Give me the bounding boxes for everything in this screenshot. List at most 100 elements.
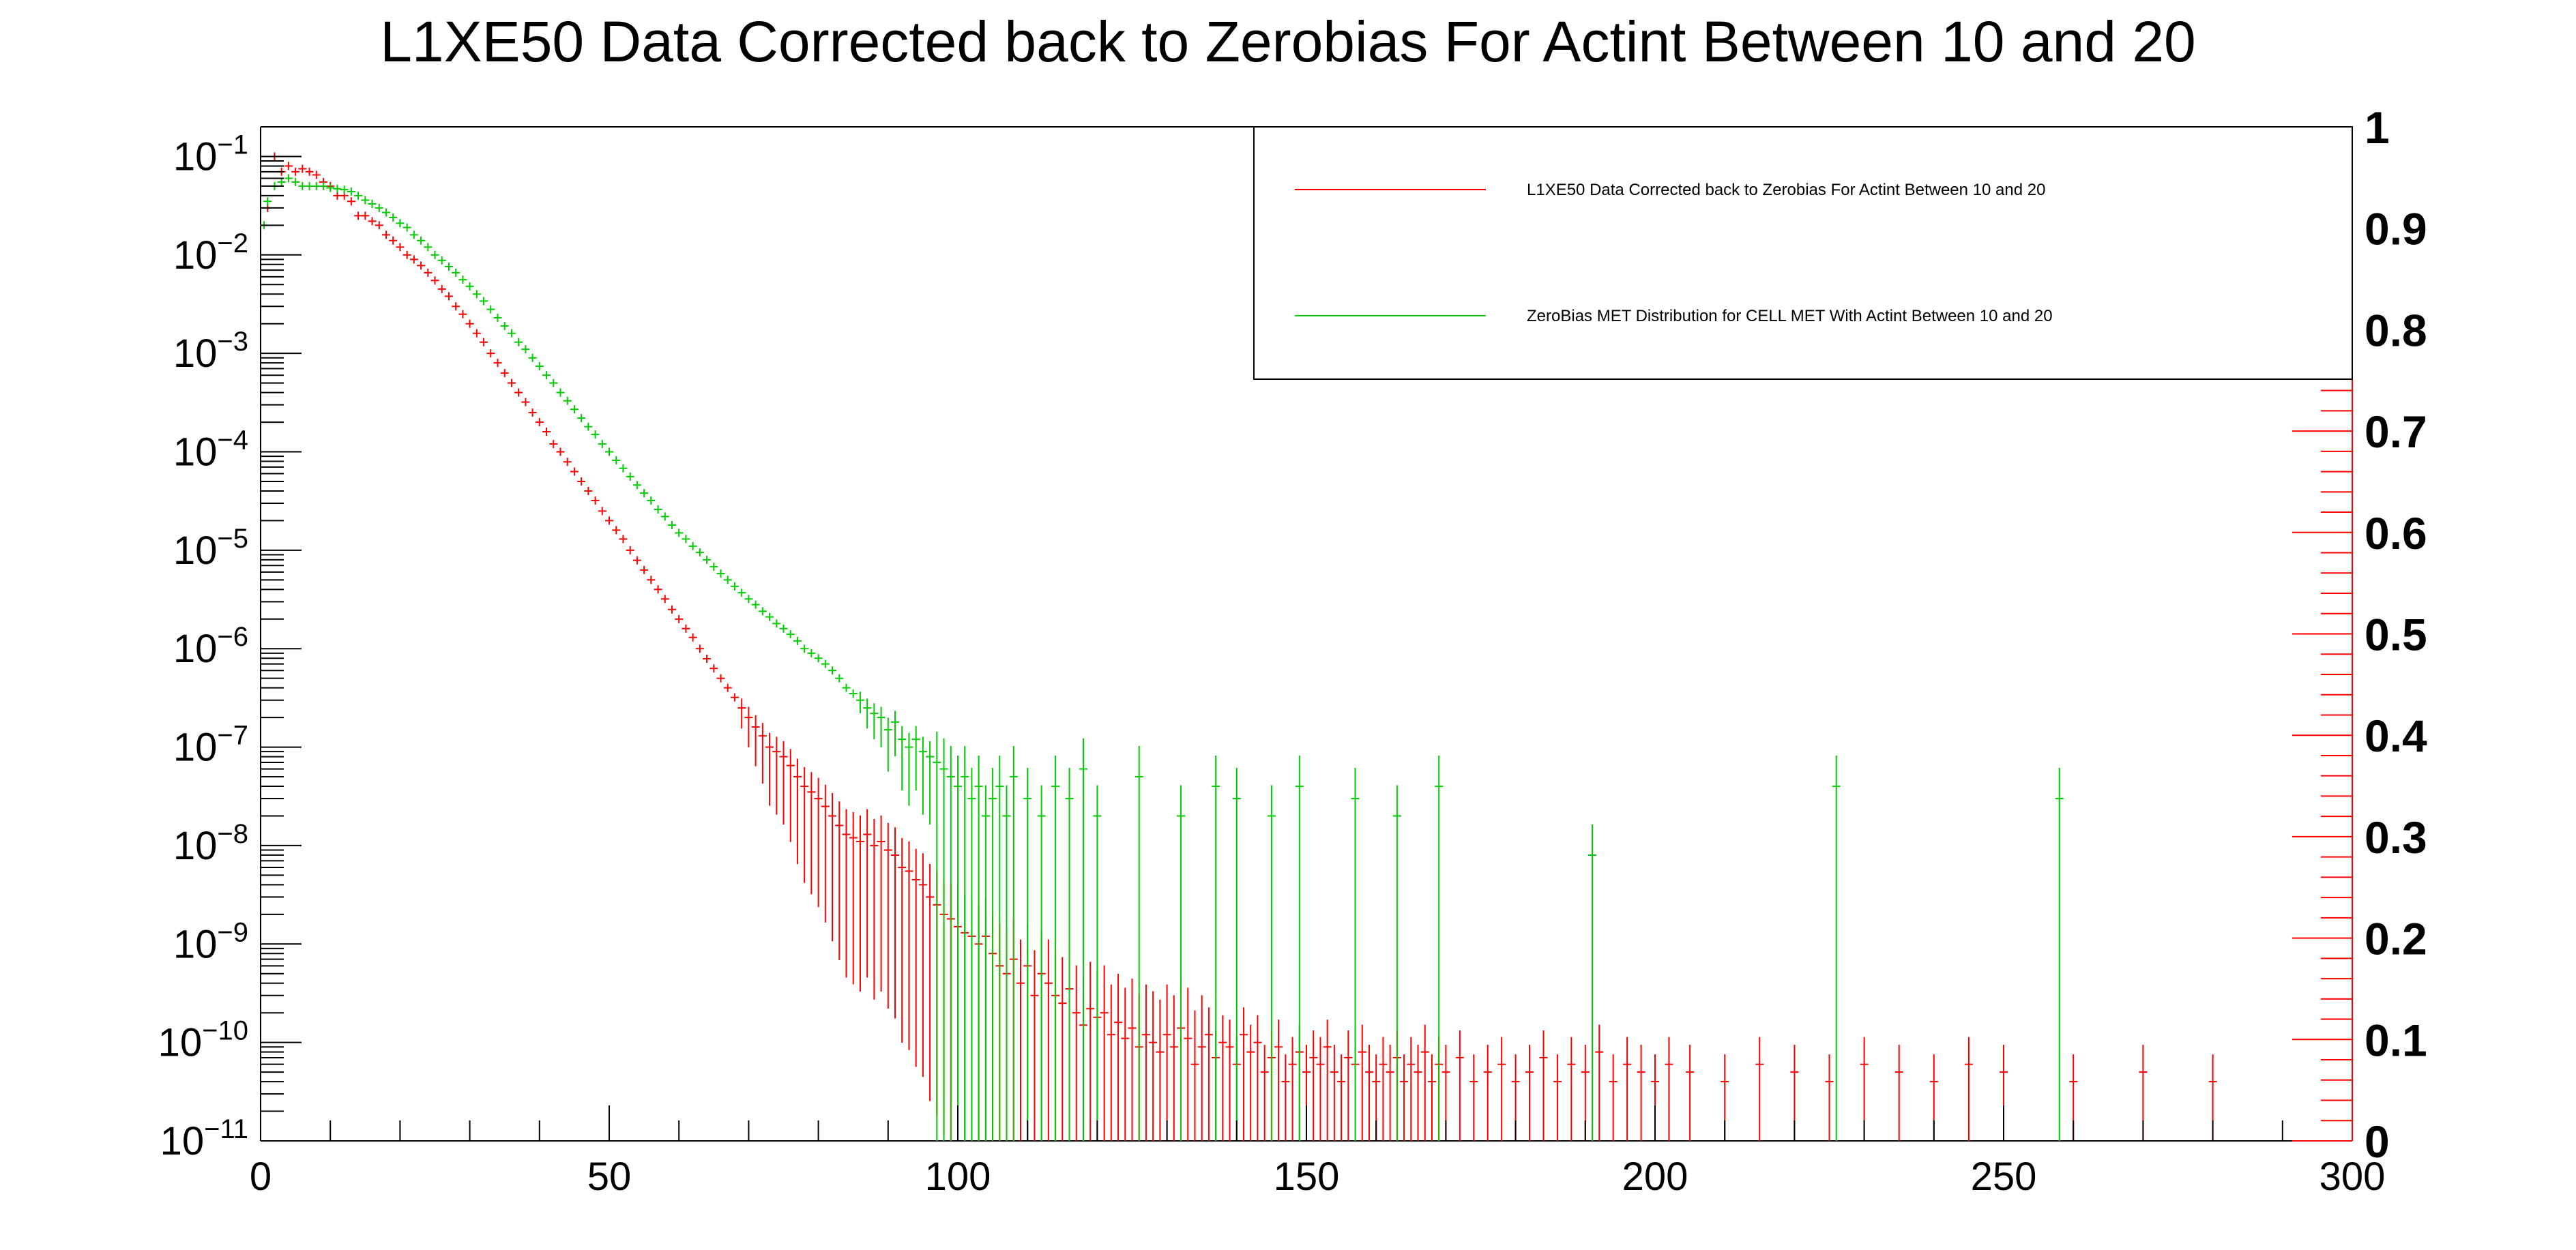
y-tick-label: 10−1 — [173, 130, 248, 179]
data-point — [1232, 768, 1241, 1141]
data-point — [751, 715, 760, 767]
data-point — [1190, 1010, 1199, 1141]
data-point — [424, 243, 433, 252]
data-point — [870, 703, 879, 740]
data-point — [682, 624, 690, 633]
data-point — [1337, 1054, 1346, 1141]
data-point — [1212, 756, 1220, 1141]
data-point — [1364, 1045, 1373, 1141]
x-tick-label: 300 — [2319, 1155, 2386, 1199]
data-point — [1483, 1045, 1492, 1141]
data-point — [619, 535, 628, 544]
data-point — [918, 853, 927, 1077]
data-point — [535, 418, 544, 427]
data-point — [556, 447, 565, 456]
data-point — [549, 440, 558, 449]
data-point — [437, 256, 446, 265]
data-point — [1093, 785, 1102, 1141]
data-point — [1894, 1045, 1903, 1141]
data-point — [1016, 939, 1025, 1141]
data-point — [284, 162, 293, 170]
data-point — [493, 313, 502, 322]
chart-title: L1XE50 Data Corrected back to Zerobias F… — [380, 10, 2196, 74]
data-point — [333, 191, 342, 200]
x-tick-label: 100 — [925, 1155, 991, 1199]
data-point — [640, 565, 649, 574]
data-point — [911, 848, 920, 1067]
data-point — [584, 486, 593, 495]
data-point — [737, 698, 746, 729]
data-point — [305, 167, 314, 176]
data-point — [1204, 1007, 1213, 1141]
data-point — [898, 837, 907, 1043]
data-point — [667, 521, 676, 530]
data-point — [312, 181, 321, 190]
data-point — [842, 683, 851, 692]
data-point — [298, 164, 307, 173]
data-point — [528, 353, 537, 362]
right-tick-label: 0.6 — [2365, 508, 2427, 559]
data-point — [765, 612, 774, 621]
data-point — [703, 655, 712, 664]
data-point — [1455, 1030, 1464, 1141]
data-point — [1358, 1024, 1366, 1141]
x-tick-label: 200 — [1622, 1155, 1688, 1199]
data-point — [1086, 962, 1095, 1141]
data-point — [556, 388, 565, 397]
data-point — [521, 398, 530, 406]
data-point — [291, 177, 300, 186]
y-tick-label: 10−8 — [173, 819, 248, 868]
data-point — [1100, 965, 1109, 1141]
data-point — [751, 600, 760, 609]
data-point — [437, 284, 446, 293]
data-point — [1588, 824, 1597, 1141]
data-point — [1295, 756, 1304, 1141]
right-tick-label: 0.8 — [2365, 305, 2427, 355]
data-point — [828, 792, 837, 942]
data-point — [716, 569, 725, 578]
data-point — [458, 276, 467, 284]
data-point — [954, 756, 962, 1141]
data-point — [1665, 1037, 1673, 1141]
data-point — [2055, 768, 2064, 1141]
data-point — [981, 785, 990, 1141]
y-tick-label: 10−10 — [158, 1016, 248, 1065]
data-point — [1114, 973, 1123, 1141]
data-point — [500, 321, 509, 330]
data-point — [660, 512, 669, 521]
data-point — [430, 250, 439, 259]
data-point — [1281, 1054, 1290, 1141]
data-point — [709, 664, 718, 673]
data-point — [1288, 1037, 1297, 1141]
data-point — [821, 784, 830, 923]
data-point — [1240, 1007, 1248, 1141]
data-point — [989, 768, 997, 1141]
data-point — [779, 741, 788, 825]
data-point — [389, 236, 398, 245]
data-point — [1435, 756, 1444, 1141]
data-point — [946, 746, 955, 1141]
right-y-axis: 1 0.9 0.8 0.7 0.6 0.5 0.4 0.3 0.2 0.1 0 — [2292, 102, 2427, 1167]
data-point — [381, 230, 390, 239]
y-tick-label: 10−5 — [173, 524, 248, 573]
data-point — [333, 184, 342, 193]
data-point — [821, 659, 830, 668]
data-point — [855, 815, 864, 992]
data-point — [1755, 1037, 1764, 1141]
right-tick-label: 0.7 — [2365, 406, 2427, 457]
data-point — [1386, 1045, 1394, 1141]
data-point — [472, 329, 481, 338]
data-point — [1427, 1054, 1436, 1141]
data-point — [409, 230, 418, 239]
data-point — [417, 236, 426, 245]
data-point — [319, 181, 327, 190]
data-point — [1197, 995, 1206, 1141]
data-point — [877, 706, 886, 747]
right-tick-label: 1 — [2365, 102, 2390, 153]
data-point — [521, 345, 530, 354]
data-point — [654, 585, 662, 594]
data-point — [1316, 1037, 1325, 1141]
data-point — [626, 472, 634, 481]
left-y-axis: 10−1 10−2 10−3 10−4 10−5 10−6 10−7 10−8 10−9 10−1… — [158, 126, 302, 1163]
data-point — [974, 756, 983, 1141]
